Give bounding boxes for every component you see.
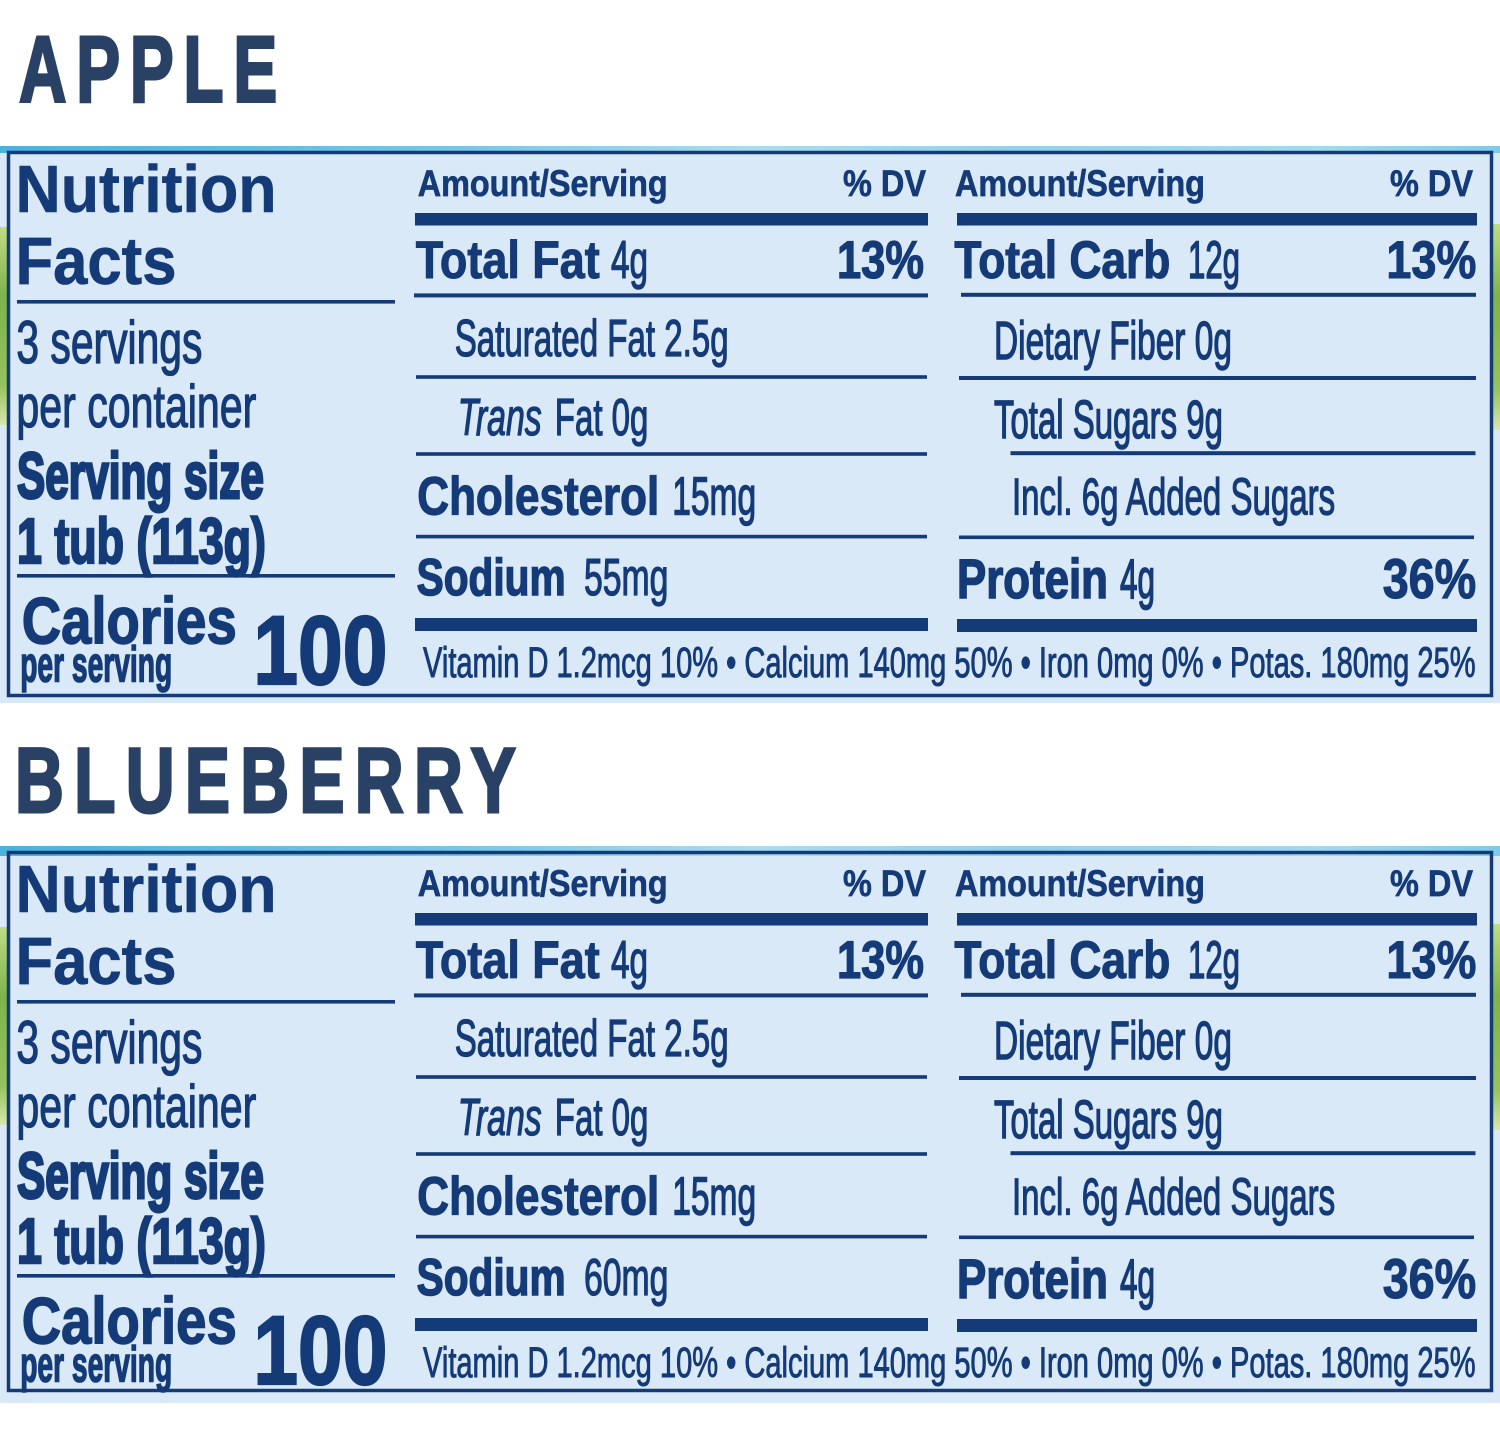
svg-text:4g: 4g (1120, 547, 1155, 610)
svg-text:Dietary Fiber 0g: Dietary Fiber 0g (994, 1010, 1232, 1071)
svg-text:12g: 12g (1188, 232, 1240, 291)
svg-text:36%: 36% (1383, 1247, 1476, 1310)
svg-text:Total Carb: Total Carb (954, 932, 1170, 991)
svg-text:Sodium: Sodium (417, 1248, 566, 1306)
svg-text:4g: 4g (611, 231, 648, 290)
svg-text:60mg: 60mg (584, 1249, 668, 1307)
svg-text:13%: 13% (837, 931, 924, 990)
svg-text:3 servings: 3 servings (16, 309, 202, 376)
svg-text:36%: 36% (1383, 547, 1476, 610)
svg-text:Total Fat: Total Fat (416, 932, 600, 990)
svg-text:Amount/Serving: Amount/Serving (418, 863, 668, 905)
svg-text:13%: 13% (1386, 932, 1476, 990)
svg-text:Incl. 6g Added Sugars: Incl. 6g Added Sugars (1012, 469, 1335, 526)
svg-text:Serving size: Serving size (17, 1139, 264, 1212)
svg-text:Fat 0g: Fat 0g (555, 1090, 649, 1147)
svg-text:Amount/Serving: Amount/Serving (955, 863, 1205, 905)
svg-text:Calories: Calories (22, 584, 237, 658)
svg-text:per serving: per serving (20, 636, 172, 693)
svg-text:100: 100 (253, 1296, 387, 1405)
svg-text:Facts: Facts (16, 924, 177, 999)
svg-text:Nutrition: Nutrition (16, 851, 277, 926)
svg-text:3 servings: 3 servings (16, 1009, 202, 1076)
svg-text:Cholesterol: Cholesterol (417, 1168, 659, 1227)
svg-text:Serving size: Serving size (17, 439, 264, 512)
svg-text:15mg: 15mg (672, 1168, 756, 1227)
svg-text:Trans: Trans (458, 389, 542, 447)
svg-text:Calories: Calories (22, 1284, 237, 1358)
svg-text:13%: 13% (837, 231, 924, 290)
svg-text:Sodium: Sodium (417, 548, 566, 606)
svg-text:Fat 0g: Fat 0g (555, 390, 649, 447)
svg-text:Total Carb: Total Carb (954, 232, 1170, 291)
svg-text:Vitamin D 1.2mcg 10% • Calcium: Vitamin D 1.2mcg 10% • Calcium 140mg 50%… (423, 638, 1476, 686)
svg-text:12g: 12g (1188, 932, 1240, 991)
svg-text:4g: 4g (611, 931, 648, 990)
svg-text:13%: 13% (1386, 232, 1476, 290)
svg-text:Trans: Trans (458, 1089, 542, 1147)
svg-text:per container: per container (16, 1072, 256, 1140)
svg-text:1 tub (113g): 1 tub (113g) (17, 1205, 266, 1277)
svg-text:100: 100 (253, 596, 387, 705)
svg-text:per serving: per serving (20, 1336, 172, 1393)
svg-text:% DV: % DV (843, 163, 927, 205)
svg-text:Total Sugars 9g: Total Sugars 9g (994, 1091, 1223, 1150)
svg-text:Facts: Facts (16, 224, 177, 299)
svg-text:1 tub (113g): 1 tub (113g) (17, 505, 266, 577)
svg-text:55mg: 55mg (584, 549, 668, 607)
svg-text:per container: per container (16, 372, 256, 440)
svg-text:% DV: % DV (1390, 163, 1474, 205)
svg-text:Protein: Protein (957, 547, 1108, 610)
svg-text:Total Sugars 9g: Total Sugars 9g (994, 391, 1223, 450)
svg-text:Protein: Protein (957, 1247, 1108, 1310)
svg-text:15mg: 15mg (672, 468, 756, 527)
svg-text:Vitamin D 1.2mcg 10% • Calcium: Vitamin D 1.2mcg 10% • Calcium 140mg 50%… (423, 1338, 1476, 1386)
svg-text:Saturated Fat 2.5g: Saturated Fat 2.5g (455, 1011, 729, 1068)
svg-text:Cholesterol: Cholesterol (417, 468, 659, 527)
svg-text:Total Fat: Total Fat (416, 232, 600, 290)
svg-text:Amount/Serving: Amount/Serving (418, 163, 668, 205)
svg-text:% DV: % DV (1390, 863, 1474, 905)
svg-text:Saturated Fat 2.5g: Saturated Fat 2.5g (455, 311, 729, 368)
svg-text:Dietary Fiber 0g: Dietary Fiber 0g (994, 310, 1232, 371)
svg-text:4g: 4g (1120, 1247, 1155, 1310)
svg-text:Amount/Serving: Amount/Serving (955, 163, 1205, 205)
svg-text:APPLE: APPLE (19, 18, 287, 122)
svg-text:BLUEBERRY: BLUEBERRY (15, 730, 526, 833)
svg-text:Incl. 6g Added Sugars: Incl. 6g Added Sugars (1012, 1169, 1335, 1226)
svg-text:Nutrition: Nutrition (16, 151, 277, 226)
svg-text:% DV: % DV (843, 863, 927, 905)
